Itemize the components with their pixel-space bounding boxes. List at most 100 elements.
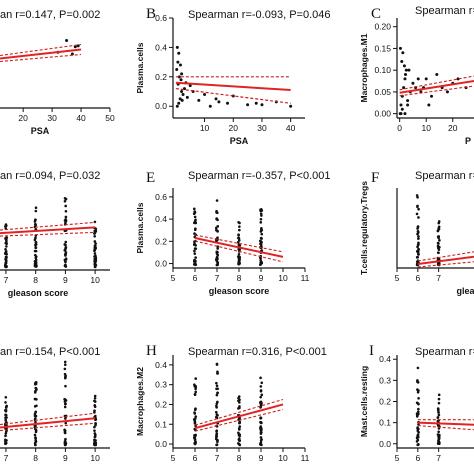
data-point (208, 104, 212, 108)
data-point (63, 363, 67, 366)
data-point (178, 63, 182, 67)
x-axis-title: PSA (230, 136, 249, 146)
x-tick-label: 10 (90, 453, 100, 463)
data-point (93, 232, 96, 235)
data-point (417, 431, 420, 434)
data-point (34, 410, 37, 414)
y-tick-label: 0.3 (155, 380, 167, 390)
x-tick-label: 0 (397, 123, 402, 133)
data-point (34, 256, 38, 260)
data-point (416, 427, 419, 430)
ci-lower (399, 85, 474, 97)
data-point (215, 199, 219, 202)
data-point (437, 401, 441, 405)
x-axis-title: P (465, 136, 471, 146)
x-tick-label: 7 (215, 273, 220, 283)
data-point (194, 221, 198, 225)
y-axis-title: Plasma.cells (135, 202, 145, 253)
data-point (4, 440, 7, 443)
data-point (193, 260, 197, 264)
data-point (93, 409, 96, 412)
data-point (216, 400, 219, 404)
data-point (437, 242, 440, 245)
data-point (93, 235, 96, 238)
data-point (4, 223, 8, 226)
data-point (416, 366, 420, 370)
x-tick-label: 40 (76, 113, 86, 123)
fit-line (417, 255, 474, 265)
data-point (194, 377, 198, 380)
data-point (216, 391, 219, 395)
data-point (193, 252, 197, 256)
data-point (93, 443, 96, 447)
data-point (175, 45, 179, 49)
data-point (193, 411, 196, 414)
data-point (456, 77, 460, 81)
data-point (63, 367, 67, 371)
data-point (437, 393, 441, 397)
data-point (259, 439, 263, 442)
y-tick-label: 0.1 (155, 419, 167, 429)
y-tick-label: 0.6 (155, 13, 167, 23)
y-tick-label: 0.4 (155, 360, 167, 370)
data-point (34, 249, 38, 253)
data-point (416, 380, 419, 384)
data-point (237, 431, 240, 435)
data-point (34, 246, 38, 250)
data-point (436, 407, 440, 410)
data-point (63, 200, 67, 203)
data-point (93, 252, 97, 255)
data-point (437, 411, 440, 414)
y-tick-label: 0.20 (374, 22, 391, 32)
data-point (260, 232, 264, 236)
data-point (215, 406, 218, 409)
data-point (238, 225, 241, 228)
data-point (237, 236, 240, 240)
data-point (5, 252, 8, 256)
x-axis-title: gleason score (8, 288, 69, 298)
data-point (427, 103, 431, 107)
data-point (417, 216, 420, 219)
data-point (64, 240, 68, 244)
stat-text: Spearman r=-0.093, P=0.046 (188, 9, 330, 21)
x-tick-label: 40 (286, 123, 296, 133)
data-point (260, 443, 263, 447)
data-point (194, 247, 198, 250)
x-tick-label: 7 (4, 275, 9, 285)
panel-label: E (146, 170, 155, 186)
data-point (236, 240, 240, 244)
data-point (176, 60, 180, 64)
panel-g: 7 8 9 10 an r=0.154, P<0.001 (0, 346, 110, 463)
data-point (185, 95, 189, 99)
data-point (197, 98, 201, 102)
data-point (64, 215, 68, 219)
x-tick-label: 11 (301, 453, 310, 463)
data-point (34, 443, 37, 447)
data-point (238, 421, 241, 425)
data-point (93, 394, 97, 398)
ci-lower (0, 231, 96, 237)
data-point (64, 260, 67, 264)
data-point (402, 64, 406, 68)
data-point (415, 256, 419, 259)
data-point (34, 209, 38, 213)
y-tick-label: 0.2 (155, 399, 167, 409)
x-tick-label: 9 (63, 453, 68, 463)
y-tick-label: 0.3 (379, 375, 391, 385)
data-point (193, 433, 196, 437)
y-tick-label: 0.4 (155, 214, 167, 224)
data-point (193, 249, 196, 253)
data-point (193, 437, 197, 441)
fit-line (194, 403, 284, 430)
data-point (416, 205, 419, 209)
data-point (93, 265, 97, 269)
data-point (188, 84, 192, 88)
data-point (437, 397, 441, 401)
data-point (289, 104, 293, 108)
data-point (63, 360, 67, 364)
data-point (259, 385, 263, 388)
data-point (193, 392, 197, 396)
x-tick-label: 6 (415, 273, 420, 283)
data-point (35, 404, 38, 408)
data-point (215, 443, 219, 446)
